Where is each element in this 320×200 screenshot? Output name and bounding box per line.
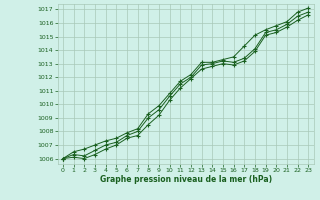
X-axis label: Graphe pression niveau de la mer (hPa): Graphe pression niveau de la mer (hPa)	[100, 175, 272, 184]
